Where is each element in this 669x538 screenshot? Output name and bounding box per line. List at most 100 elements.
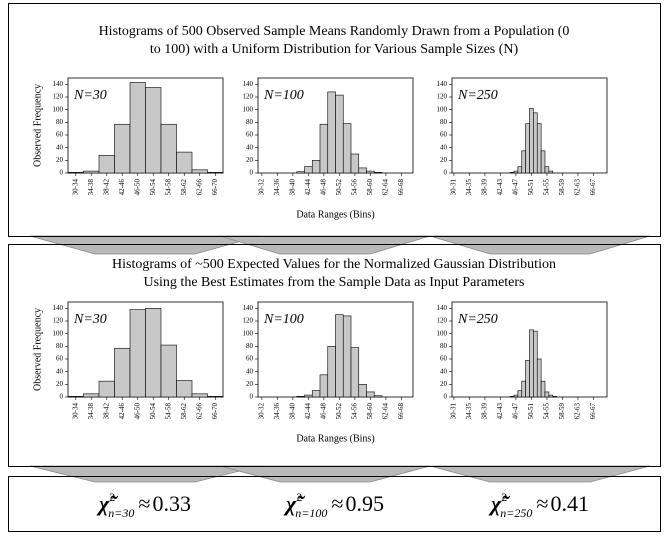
result: χ̃2 n=100 ≈0.95 [283,490,384,520]
section-title: Using the Best Estimates from the Sample… [143,275,524,290]
bar [145,308,162,398]
x-tick-label: 30-32 [257,403,265,420]
x-tick-label: 38-42 [102,403,110,420]
bar [176,151,193,174]
bar [98,154,115,174]
x-axis-label: Data Ranges (Bins) [296,433,374,444]
x-tick-label: 66-67 [589,403,597,420]
bar [517,390,523,398]
x-tick-label: 54-56 [350,403,358,420]
annotation: N=250 [457,88,498,103]
bar [319,123,329,174]
y-tick-label: 40 [56,367,64,375]
bar [114,123,131,174]
bar [98,380,115,398]
y-tick-label: 140 [243,80,254,88]
x-tick-label: 30-31 [450,403,458,420]
y-tick-label: 80 [56,118,64,126]
y-tick-label: 40 [246,367,254,375]
x-tick-label: 54-55 [543,179,551,196]
bar [114,347,131,398]
bar [366,391,375,398]
y-tick-label: 20 [246,380,254,388]
x-tick-label: 34-35 [465,179,473,196]
x-tick-label: 34-35 [465,403,473,420]
chi-value: 0.33 [152,491,191,516]
x-tick-label: 38-40 [288,403,296,420]
x-tick-label: 58-60 [366,403,374,420]
bar [552,396,557,398]
x-tick-label: 54-55 [543,403,551,420]
bar [509,172,515,174]
x-tick-label: 66-70 [211,403,219,420]
bar [350,347,360,398]
bar [304,394,313,398]
bar [83,170,100,174]
x-tick-label: 50-54 [149,403,157,420]
y-tick-label: 40 [440,367,448,375]
bar [517,166,523,174]
x-tick-label: 50-52 [335,403,343,420]
y-tick-label: 100 [53,105,64,113]
y-tick-label: 0 [250,393,254,401]
x-tick-label: 66-68 [397,179,405,196]
x-tick-label: 30-34 [71,179,79,196]
bar [296,396,305,398]
x-tick-label: 62-63 [574,403,582,420]
x-tick-label: 30-32 [257,179,265,196]
bar [548,170,554,174]
x-tick-label: 34-38 [87,179,95,196]
x-tick-label: 42-46 [118,403,126,420]
x-tick-label: 38-39 [481,403,489,420]
panel-box [8,3,661,237]
y-tick-label: 100 [243,329,254,337]
y-tick-label: 100 [243,105,254,113]
bar [83,393,100,398]
y-tick-label: 40 [440,143,448,151]
y-tick-label: 120 [53,317,64,325]
annotation: N=30 [73,88,107,103]
x-tick-label: 46-48 [319,403,327,420]
bar [529,329,534,398]
x-tick-label: 34-36 [273,403,281,420]
bar [513,394,519,398]
bar [533,330,538,398]
bar [335,94,344,174]
bar [548,394,554,398]
y-tick-label: 140 [53,80,64,88]
y-tick-label: 0 [250,169,254,177]
x-tick-label: 66-68 [397,403,405,420]
y-tick-label: 120 [53,93,64,101]
y-tick-label: 140 [437,304,448,312]
bar [544,166,550,174]
x-tick-label: 66-70 [211,179,219,196]
x-tick-label: 58-62 [180,179,188,196]
annotation: N=100 [263,312,304,327]
y-tick-label: 60 [56,131,64,139]
y-tick-label: 60 [246,355,254,363]
bar [342,315,352,398]
relation: ≈ [536,491,548,516]
panel-box [8,244,661,467]
bar [342,123,352,174]
x-tick-label: 62-63 [574,179,582,196]
y-axis-label: Observed Frequency [32,84,43,167]
relation: ≈ [331,491,343,516]
bar [540,150,546,174]
y-tick-label: 20 [440,380,448,388]
y-tick-label: 60 [56,355,64,363]
y-tick-label: 60 [440,355,448,363]
y-axis-label: Observed Frequency [32,308,43,391]
bar [536,123,542,174]
bar [373,172,383,174]
bar [319,374,329,398]
bar [67,172,84,174]
x-tick-label: 58-59 [558,179,566,196]
y-tick-label: 140 [53,304,64,312]
bar [521,150,526,174]
bar [513,170,519,174]
x-tick-label: 46-50 [133,179,141,196]
section-title: to 100) with a Uniform Distribution for … [150,42,519,57]
x-tick-label: 42-43 [496,403,504,420]
y-tick-label: 100 [53,329,64,337]
